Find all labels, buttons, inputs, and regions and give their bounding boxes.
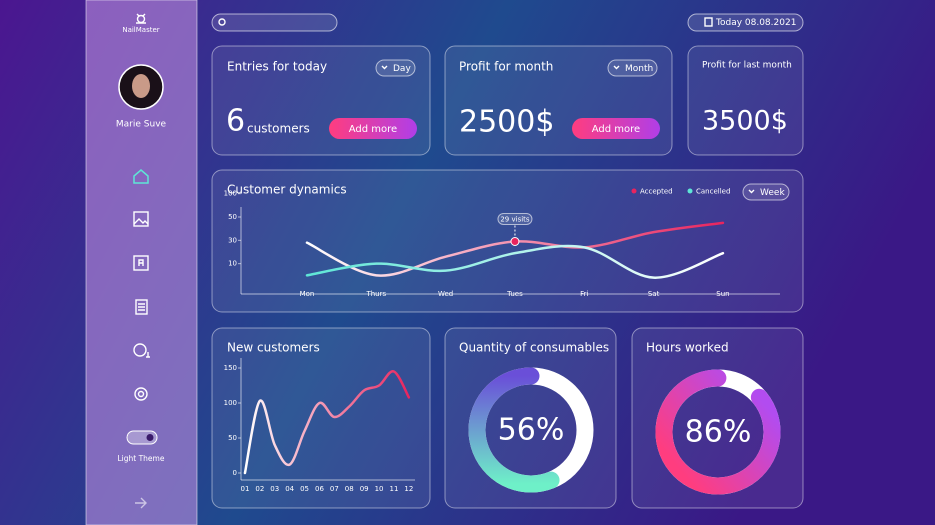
chevron (381, 65, 388, 70)
dropdown-label: Month (625, 64, 653, 74)
line (243, 370, 411, 475)
x-tick-label: Thurs (365, 290, 386, 298)
date: Today 08.08.2021 (715, 18, 796, 28)
legend-label: Cancelled (696, 188, 730, 196)
donut-label: 86% (685, 415, 752, 450)
dropdown-label: Day (393, 64, 411, 74)
x-tick-label: Mon (300, 290, 315, 298)
annotation-box (497, 213, 533, 225)
logout-icon[interactable] (135, 497, 147, 509)
card-value: 3500$ (702, 106, 788, 137)
x-tick-label: Sat (648, 290, 660, 298)
chart-title: New customers (227, 341, 320, 355)
chart-title: Quantity of consumables (459, 341, 609, 355)
donut-label: 56% (498, 413, 565, 448)
x-tick-label: 02 (255, 485, 264, 493)
legend-dot (687, 188, 693, 194)
y-tick-label: 50 (228, 213, 237, 221)
contacts-icon[interactable] (133, 255, 149, 271)
card (687, 45, 804, 156)
x-tick-label: Wed (438, 290, 453, 298)
x-tick-label: 12 (404, 485, 413, 493)
card-value: 2500$ (459, 105, 554, 140)
brand-icon (136, 13, 146, 24)
x-tick-label: 07 (330, 485, 339, 493)
chart-title: Customer dynamics (227, 183, 347, 197)
brand: NailMaster (122, 26, 159, 34)
user-name: Marie Suve (116, 120, 167, 130)
button-label: Add more (349, 124, 397, 135)
add-button[interactable] (329, 118, 417, 139)
x-tick-label: 03 (270, 485, 279, 493)
add-button[interactable] (572, 118, 660, 139)
donut-arc (468, 367, 594, 493)
chart-card (211, 327, 431, 509)
highlight-point (510, 237, 520, 246)
x-tick-label: Fri (580, 290, 588, 298)
y-tick-label: 150 (224, 364, 237, 372)
card-unit: customers (247, 122, 310, 136)
dropdown[interactable] (375, 59, 416, 77)
x-tick-label: 10 (375, 485, 384, 493)
x-tick-label: Tues (506, 290, 523, 298)
gallery-icon[interactable] (133, 211, 149, 227)
card-title: Profit for last month (702, 61, 792, 71)
home-icon[interactable] (133, 169, 149, 184)
y-tick-label: 10 (228, 260, 237, 268)
x-tick-label: 09 (360, 485, 369, 493)
x-tick-label: 01 (240, 485, 249, 493)
finance-icon[interactable] (133, 343, 150, 358)
documents-icon[interactable] (135, 299, 148, 315)
legend-dot (631, 188, 637, 194)
card-value: 6 (226, 104, 245, 139)
x-tick-label: 08 (345, 485, 354, 493)
y-tick-label: 100 (224, 399, 237, 407)
x-tick-label: 04 (285, 485, 294, 493)
annotation: 29 visits (500, 216, 530, 224)
y-tick-label: 100 (224, 190, 237, 198)
search-bar[interactable] (211, 13, 338, 32)
theme-label: Light Theme (118, 454, 165, 463)
chart-title: Hours worked (646, 341, 729, 355)
y-tick-label: 0 (233, 469, 237, 477)
chevron (613, 65, 620, 70)
dropdown[interactable] (742, 183, 790, 201)
legend-label: Accepted (640, 188, 673, 196)
card-title: Entries for today (227, 60, 327, 74)
avatar-face (132, 74, 150, 98)
line (305, 244, 725, 279)
date-button[interactable] (687, 13, 804, 32)
settings-icon[interactable] (134, 387, 148, 401)
x-tick-label: 11 (389, 485, 398, 493)
x-tick-label: 06 (315, 485, 324, 493)
toggle-knob (146, 434, 154, 441)
button-label: Add more (592, 124, 640, 135)
dropdown-label: Week (760, 188, 785, 198)
dropdown[interactable] (607, 59, 658, 77)
x-tick-label: Sun (716, 290, 729, 298)
card-title: Profit for month (459, 60, 553, 74)
y-tick-label: 50 (228, 434, 237, 442)
chevron (748, 189, 755, 194)
x-tick-label: 05 (300, 485, 309, 493)
y-tick-label: 30 (228, 236, 237, 244)
donut-arc (655, 369, 781, 495)
search-icon (218, 18, 226, 26)
calendar-icon (704, 17, 713, 27)
